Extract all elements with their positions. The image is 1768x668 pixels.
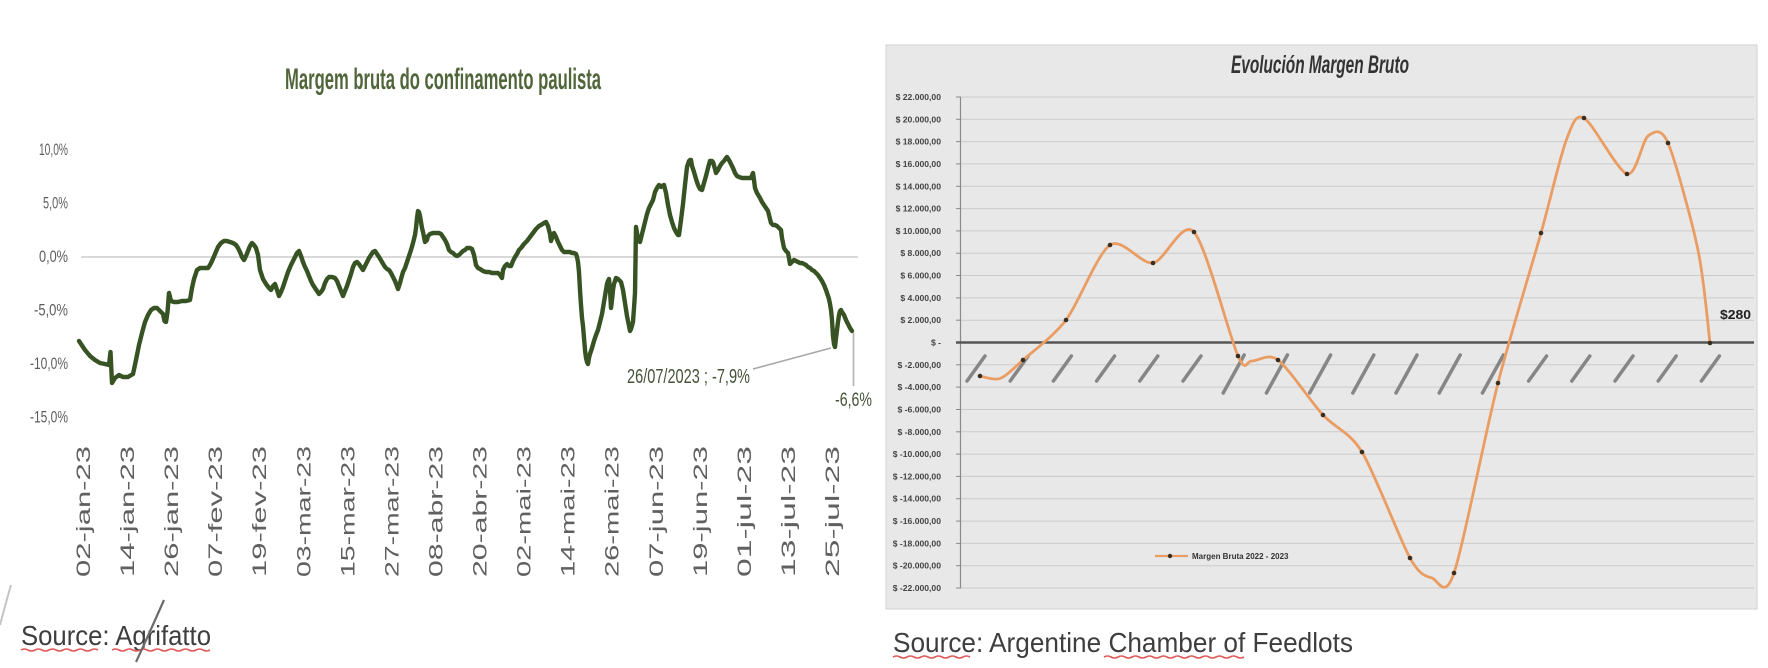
svg-text:$ -2.000,00: $ -2.000,00 bbox=[898, 360, 942, 370]
svg-text:25-jul-23: 25-jul-23 bbox=[823, 446, 844, 577]
svg-text:$ 8.000,00: $ 8.000,00 bbox=[900, 248, 941, 258]
svg-text:$ 12.000,00: $ 12.000,00 bbox=[896, 204, 942, 214]
svg-text:19-fev-23: 19-fev-23 bbox=[250, 446, 271, 577]
svg-text:Margem bruta do confinamento p: Margem bruta do confinamento paulista bbox=[285, 63, 601, 96]
svg-text:-15,0%: -15,0% bbox=[30, 409, 68, 427]
svg-text:-5,0%: -5,0% bbox=[34, 302, 68, 320]
svg-text:$ -10.000,00: $ -10.000,00 bbox=[893, 449, 941, 459]
svg-text:$ -18.000,00: $ -18.000,00 bbox=[893, 538, 941, 548]
svg-text:$ -14.000,00: $ -14.000,00 bbox=[893, 494, 941, 504]
svg-text:$ -6.000,00: $ -6.000,00 bbox=[898, 405, 942, 415]
svg-text:-10,0%: -10,0% bbox=[30, 355, 68, 373]
svg-text:26-mai-23: 26-mai-23 bbox=[603, 446, 624, 577]
svg-text:$ 10.000,00: $ 10.000,00 bbox=[896, 226, 942, 236]
svg-text:26-jan-23: 26-jan-23 bbox=[162, 446, 183, 577]
svg-text:15-mar-23: 15-mar-23 bbox=[338, 446, 359, 577]
svg-text:Margen Bruta 2022 - 2023: Margen Bruta 2022 - 2023 bbox=[1192, 552, 1289, 561]
svg-text:10,0%: 10,0% bbox=[39, 141, 68, 159]
svg-text:Source: Agrifatto: Source: Agrifatto bbox=[21, 620, 211, 651]
svg-text:$ -: $ - bbox=[931, 338, 941, 348]
svg-text:5,0%: 5,0% bbox=[43, 195, 68, 213]
svg-text:$ 14.000,00: $ 14.000,00 bbox=[896, 181, 942, 191]
svg-text:-6,6%: -6,6% bbox=[835, 390, 872, 411]
svg-text:0,0%: 0,0% bbox=[39, 248, 68, 266]
svg-text:08-abr-23: 08-abr-23 bbox=[427, 446, 448, 577]
svg-text:$ -8.000,00: $ -8.000,00 bbox=[898, 427, 942, 437]
svg-text:$ 22.000,00: $ 22.000,00 bbox=[896, 92, 942, 102]
svg-text:$ 16.000,00: $ 16.000,00 bbox=[896, 159, 942, 169]
svg-text:14-jan-23: 14-jan-23 bbox=[118, 446, 139, 577]
svg-text:14-mai-23: 14-mai-23 bbox=[559, 446, 580, 577]
svg-text:$280: $280 bbox=[1720, 307, 1751, 322]
svg-text:Evolución Margen Bruto: Evolución Margen Bruto bbox=[1231, 51, 1409, 79]
svg-text:$ -22.000,00: $ -22.000,00 bbox=[893, 583, 941, 593]
svg-text:20-abr-23: 20-abr-23 bbox=[471, 446, 492, 577]
svg-text:19-jun-23: 19-jun-23 bbox=[691, 446, 712, 577]
svg-text:$ -4.000,00: $ -4.000,00 bbox=[898, 382, 942, 392]
svg-text:$ 18.000,00: $ 18.000,00 bbox=[896, 137, 942, 147]
svg-text:27-mar-23: 27-mar-23 bbox=[382, 446, 403, 577]
svg-text:03-mar-23: 03-mar-23 bbox=[294, 446, 315, 577]
svg-text:Source: Argentine Chamber of F: Source: Argentine Chamber of Feedlots bbox=[893, 627, 1353, 658]
svg-text:26/07/2023 ; -7,9%: 26/07/2023 ; -7,9% bbox=[627, 366, 750, 388]
svg-text:$ 2.000,00: $ 2.000,00 bbox=[900, 315, 941, 325]
svg-text:13-jul-23: 13-jul-23 bbox=[779, 446, 800, 577]
svg-text:$ -20.000,00: $ -20.000,00 bbox=[893, 561, 941, 571]
svg-text:$ 6.000,00: $ 6.000,00 bbox=[900, 271, 941, 281]
svg-text:$ 20.000,00: $ 20.000,00 bbox=[896, 114, 942, 124]
svg-text:07-jun-23: 07-jun-23 bbox=[647, 446, 668, 577]
svg-text:$ -16.000,00: $ -16.000,00 bbox=[893, 516, 941, 526]
svg-text:01-jul-23: 01-jul-23 bbox=[735, 446, 756, 577]
svg-text:$ -12.000,00: $ -12.000,00 bbox=[893, 471, 941, 481]
svg-text:02-jan-23: 02-jan-23 bbox=[74, 446, 95, 577]
svg-text:02-mai-23: 02-mai-23 bbox=[515, 446, 536, 577]
svg-text:$ 4.000,00: $ 4.000,00 bbox=[900, 293, 941, 303]
svg-text:07-fev-23: 07-fev-23 bbox=[206, 446, 227, 577]
